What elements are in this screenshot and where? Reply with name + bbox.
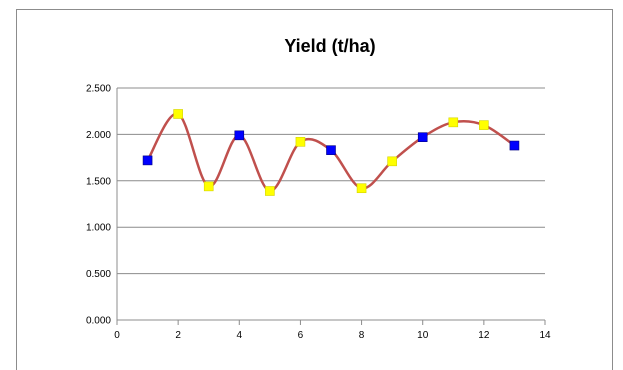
data-point-marker (173, 109, 183, 119)
data-point-marker (265, 186, 275, 196)
data-point-marker (387, 156, 397, 167)
data-point-marker (509, 140, 520, 151)
x-tick-label: 2 (175, 330, 181, 341)
x-tick-label: 8 (359, 330, 365, 341)
y-tick-label: 1.000 (86, 223, 111, 234)
gridlines (117, 87, 545, 275)
x-tick-label: 12 (478, 330, 490, 341)
x-tick-label: 10 (417, 330, 429, 341)
y-tick-label: 1.500 (86, 176, 111, 187)
y-tick-label: 2.500 (86, 84, 111, 95)
y-tick-label: 0.500 (86, 269, 111, 280)
data-point-marker (356, 183, 367, 194)
x-tick-label: 14 (539, 330, 551, 341)
chart-title: Yield (t/ha) (284, 36, 375, 56)
x-tick-label: 4 (237, 330, 243, 341)
axes (116, 88, 546, 325)
data-point-marker (479, 120, 489, 130)
tick-labels: 0.000 0.500 1.000 1.500 2.000 2.500 0 2 4 6 8 10 12 1… (86, 84, 551, 342)
data-point-marker (234, 130, 245, 141)
data-point-marker (295, 137, 306, 147)
y-tick-label: 2.000 (86, 130, 111, 141)
y-tick-label: 0.000 (86, 316, 111, 327)
data-point-marker (142, 155, 153, 166)
x-tick-label: 6 (298, 330, 304, 341)
data-point-marker (203, 181, 214, 192)
data-point-marker (417, 132, 428, 142)
chart-frame (16, 9, 613, 370)
data-point-marker (448, 117, 459, 128)
x-tick-label: 0 (114, 330, 120, 341)
data-point-marker (326, 145, 336, 155)
data-markers (142, 109, 520, 196)
